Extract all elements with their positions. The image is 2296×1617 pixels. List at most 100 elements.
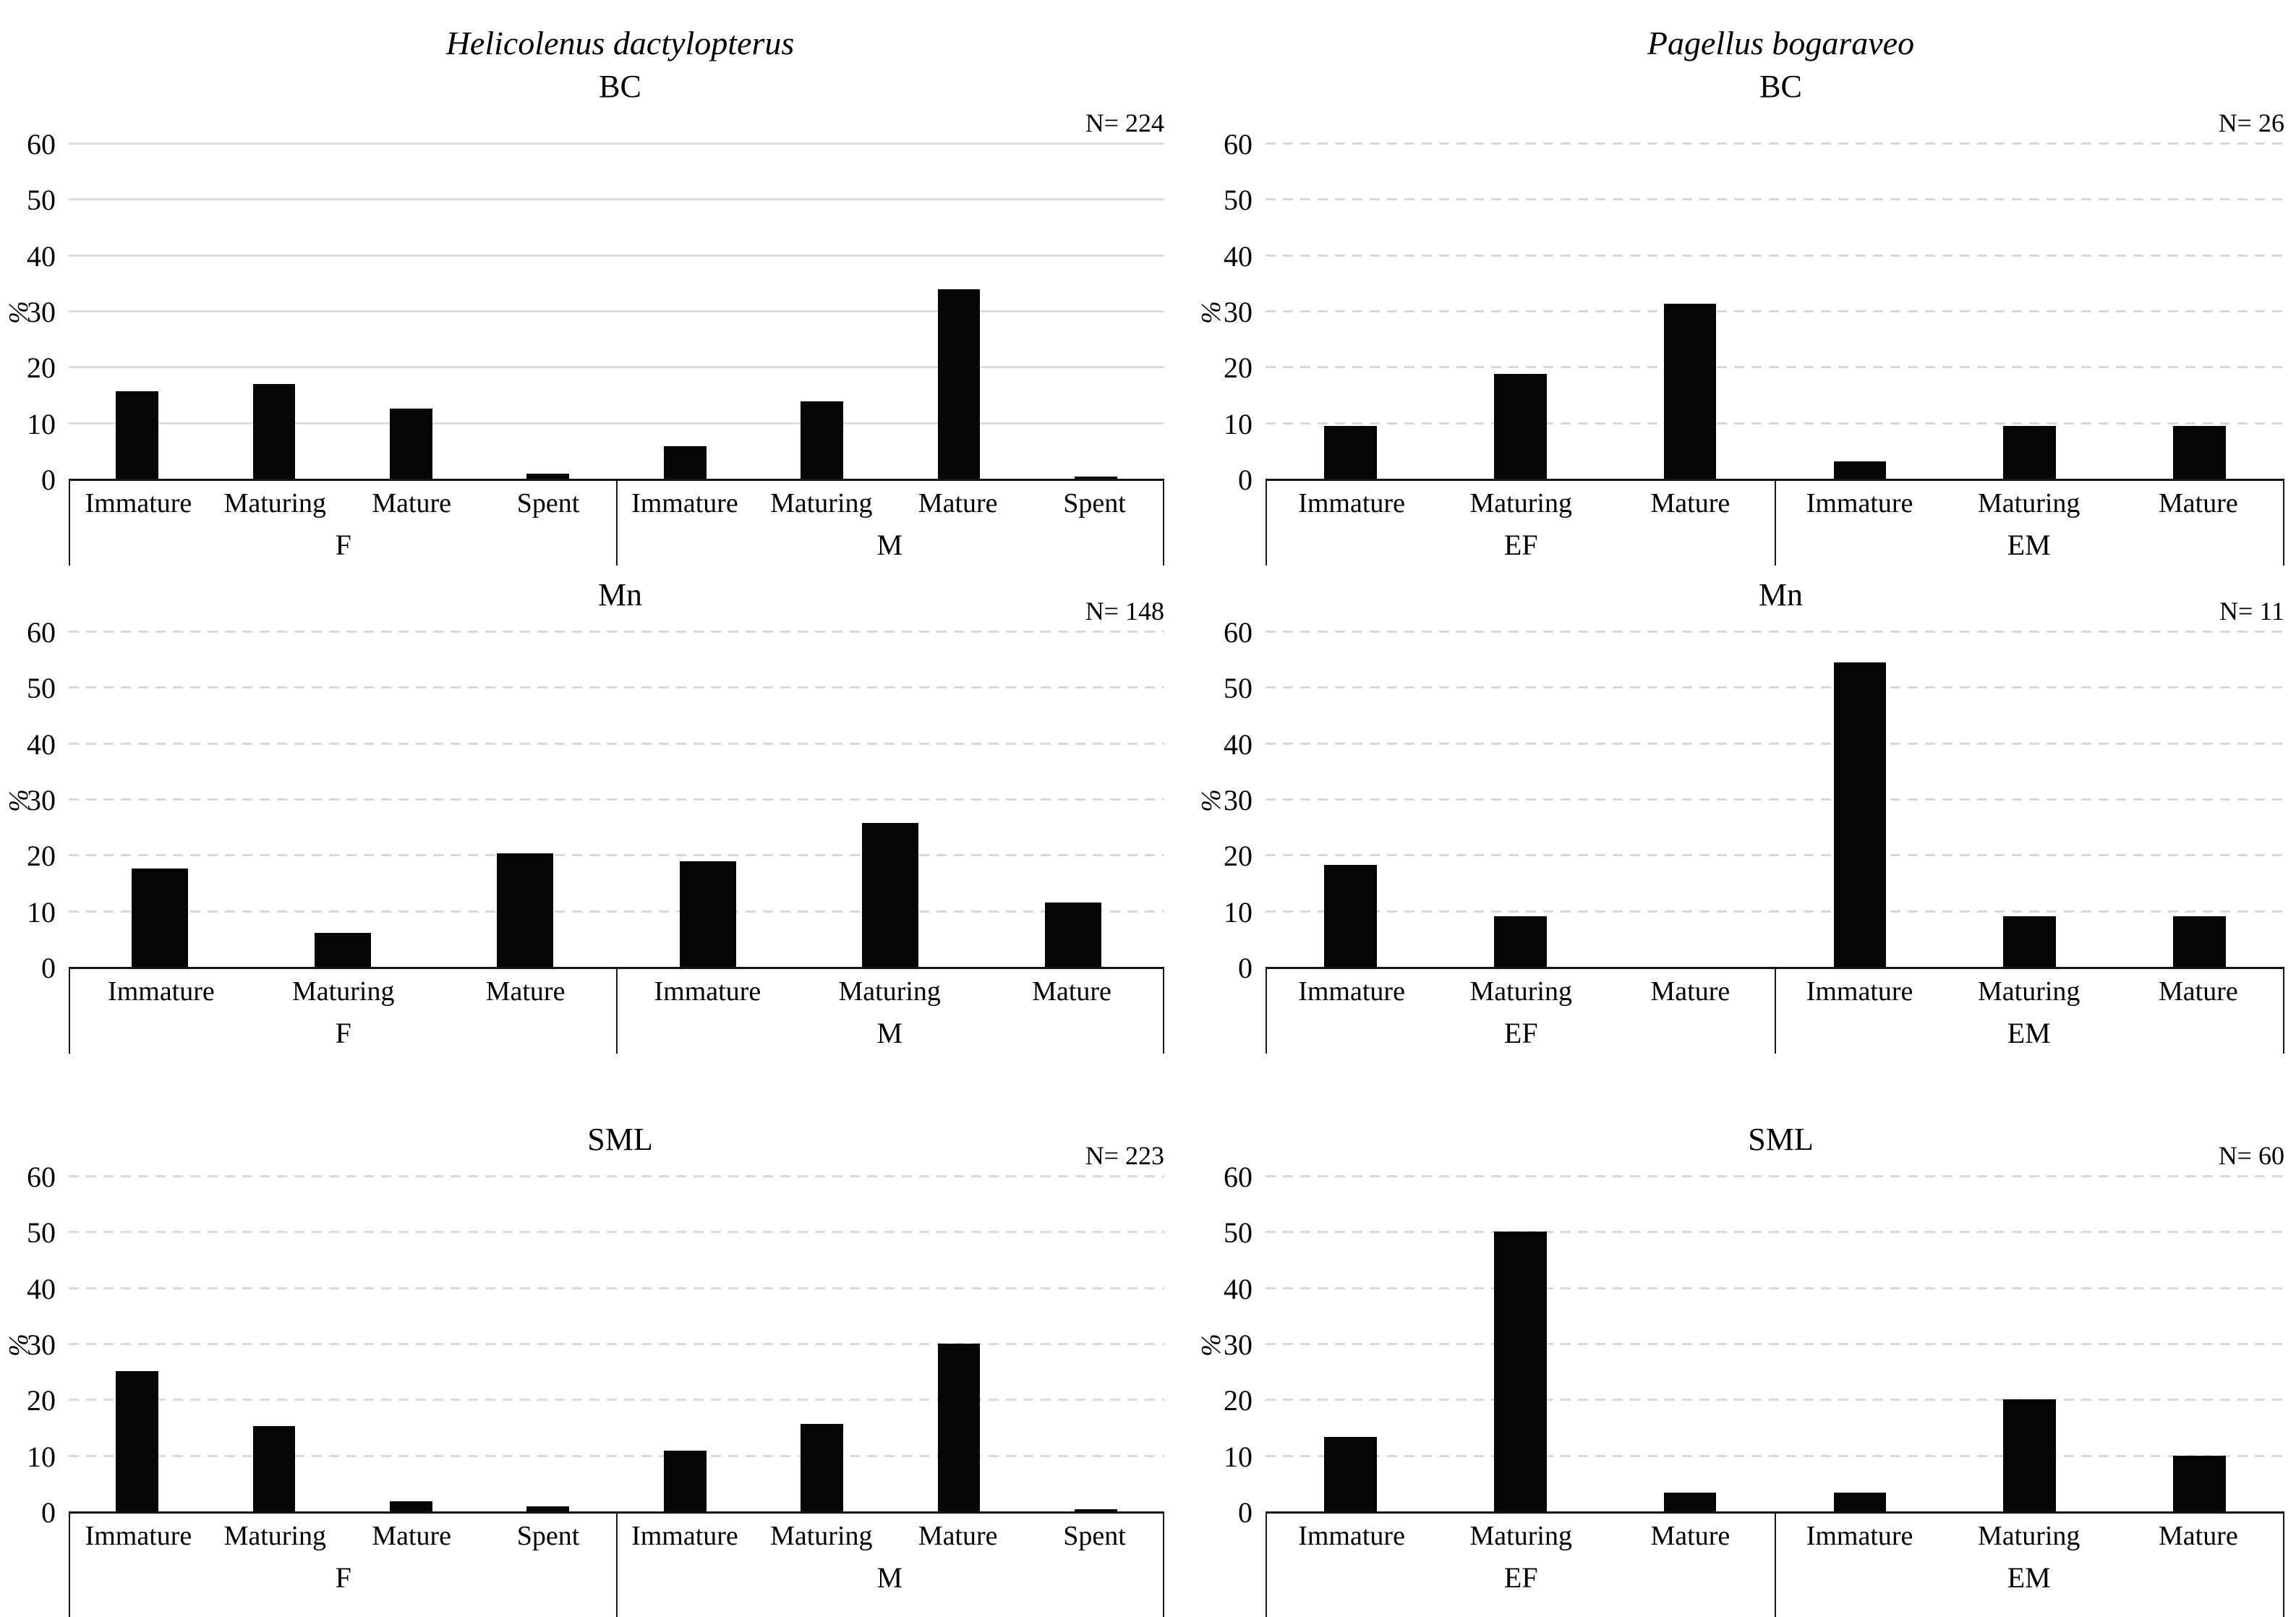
category-label: Immature xyxy=(1806,1521,1913,1551)
x-axis-line xyxy=(1266,1511,2284,1514)
y-tick-label: 40 xyxy=(27,728,56,761)
y-tick-label: 60 xyxy=(27,128,56,161)
y-tick-label: 50 xyxy=(1224,672,1252,705)
category-axis-box: Immature Maturing Mature Immature Maturing Ma… xyxy=(69,968,1164,1054)
gridline xyxy=(1266,422,2284,424)
category-label: Spent xyxy=(1063,488,1126,519)
gridline xyxy=(1266,1175,2284,1177)
bar xyxy=(801,401,843,479)
category-label: Mature xyxy=(372,1521,452,1551)
y-tick-label: 40 xyxy=(1224,239,1252,273)
chart-header: Mn N= 11 xyxy=(1172,539,2296,633)
category-axis-box: Immature Maturing Mature Immature Maturing Ma… xyxy=(1266,480,2284,566)
gridline xyxy=(1266,686,2284,689)
group-labels-row: EF EM xyxy=(1267,524,2283,567)
gridline xyxy=(69,686,1164,689)
y-tick-label: 10 xyxy=(27,1440,56,1473)
plot-area: 0 10 20 30 40 50 60% xyxy=(1196,618,2284,984)
group-label: EM xyxy=(2007,1017,2051,1049)
category-label: Maturing xyxy=(223,1521,327,1551)
y-tick-label: 60 xyxy=(27,1161,56,1193)
gridline xyxy=(69,422,1164,424)
group-divider xyxy=(1774,480,1776,566)
bar xyxy=(2173,916,2226,967)
gridline xyxy=(69,366,1164,369)
y-tick-label: 10 xyxy=(1224,407,1252,440)
category-label: Maturing xyxy=(1977,976,2081,1007)
y-tick-label: 0 xyxy=(41,464,56,496)
gridline xyxy=(69,1231,1164,1234)
category-label: Mature xyxy=(2158,488,2238,519)
y-tick-label: 10 xyxy=(27,895,56,929)
chart-header: Helicolenus dactylopterus BC N= 224 xyxy=(0,0,1172,145)
x-axis-line xyxy=(69,1511,1164,1514)
category-labels-row: Immature Maturing Mature Immature Maturing Ma… xyxy=(1267,968,2283,1012)
group-label: M xyxy=(876,1017,903,1049)
category-label: Immature xyxy=(108,976,215,1007)
bar xyxy=(2173,1456,2226,1511)
y-tick-label: 50 xyxy=(27,184,56,217)
group-divider xyxy=(615,480,618,566)
gridline xyxy=(69,1399,1164,1401)
y-axis-percent-label: % xyxy=(1196,1334,1226,1357)
gridline xyxy=(69,1343,1164,1345)
category-label: Mature xyxy=(1032,976,1111,1007)
category-label: Mature xyxy=(918,1521,998,1551)
bar xyxy=(116,391,159,479)
plot-area: 0 10 20 30 40 50 60% xyxy=(1196,129,2284,495)
y-tick-label: 30 xyxy=(27,1328,56,1361)
y-tick-label: 20 xyxy=(1224,1384,1252,1417)
chart-header: Pagellus bogaraveo BC N= 26 xyxy=(1172,0,2296,145)
category-label: Maturing xyxy=(1977,488,2081,519)
chart-pagellus-bc: Pagellus bogaraveo BC N= 26 0 10 20 30 40 50 60% I… xyxy=(1172,0,2296,566)
bar xyxy=(314,933,371,967)
gridline xyxy=(69,742,1164,745)
gridline xyxy=(69,798,1164,801)
chart-header: Mn N= 148 xyxy=(0,539,1172,633)
gridline xyxy=(1266,798,2284,801)
category-label: Maturing xyxy=(838,976,941,1007)
y-tick-label: 20 xyxy=(27,1384,56,1417)
y-tick-label: 0 xyxy=(1238,1496,1252,1529)
category-label: Maturing xyxy=(223,488,327,519)
category-labels-row: Immature Maturing Mature Immature Maturing Ma… xyxy=(1267,1513,2283,1556)
category-label: Mature xyxy=(1650,1521,1730,1551)
group-label: M xyxy=(876,529,903,561)
category-label: Immature xyxy=(654,976,761,1007)
bar xyxy=(132,869,189,967)
group-label: F xyxy=(335,529,351,561)
y-tick-label: 40 xyxy=(1224,1272,1252,1305)
bar xyxy=(2003,426,2057,479)
sample-size-label: N= 148 xyxy=(1085,597,1164,626)
category-axis-box: Immature Maturing Mature Immature Maturing Ma… xyxy=(1266,1513,2284,1617)
y-axis-percent-label: % xyxy=(4,789,34,812)
gridline xyxy=(1266,1399,2284,1401)
sample-size-label: N= 60 xyxy=(2218,1141,2284,1170)
bar xyxy=(390,1501,432,1511)
chart-title: SML xyxy=(1748,1122,1814,1157)
gridline xyxy=(1266,198,2284,201)
y-tick-label: 30 xyxy=(27,784,56,816)
gridline xyxy=(1266,1287,2284,1289)
y-axis-percent-label: % xyxy=(4,301,34,324)
category-label: Mature xyxy=(918,488,998,519)
group-label: EF xyxy=(1503,1561,1538,1594)
category-label: Mature xyxy=(1650,976,1730,1007)
category-labels-row: Immature Maturing Mature Immature Maturing Ma… xyxy=(1267,480,2283,524)
gridline xyxy=(69,310,1164,312)
bar xyxy=(1663,304,1717,479)
category-label: Immature xyxy=(1298,976,1405,1007)
bar xyxy=(862,823,919,967)
y-tick-label: 60 xyxy=(1224,616,1252,649)
group-divider xyxy=(1774,1513,1776,1617)
y-tick-label: 60 xyxy=(1224,128,1252,161)
gridline xyxy=(1266,1231,2284,1234)
y-tick-label: 0 xyxy=(41,1496,56,1529)
y-axis-percent-label: % xyxy=(1196,301,1226,324)
gridline xyxy=(69,198,1164,201)
bar xyxy=(1324,426,1377,479)
group-divider xyxy=(615,1513,618,1617)
gridline xyxy=(1266,366,2284,369)
